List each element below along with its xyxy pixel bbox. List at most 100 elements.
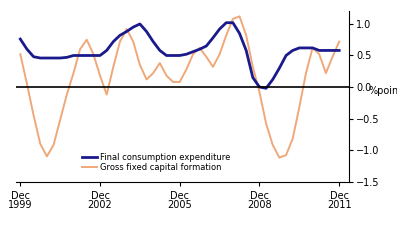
Gross fixed capital formation (38, 142, 42, 145)
Gross fixed capital formation (210, 65, 215, 68)
Gross fixed capital formation (71, 72, 76, 74)
Final consumption expenditure (85, 54, 89, 57)
Final consumption expenditure (171, 54, 175, 57)
Gross fixed capital formation (304, 72, 308, 74)
Gross fixed capital formation (91, 53, 96, 56)
Final consumption expenditure (310, 47, 315, 49)
Final consumption expenditure (184, 53, 189, 56)
Final consumption expenditure (18, 38, 23, 40)
Gross fixed capital formation (144, 78, 149, 81)
Gross fixed capital formation (317, 53, 322, 56)
Final consumption expenditure (197, 48, 202, 51)
Gross fixed capital formation (25, 82, 29, 85)
Gross fixed capital formation (270, 144, 275, 146)
Final consumption expenditure (111, 40, 116, 43)
Gross fixed capital formation (251, 65, 255, 68)
Y-axis label: %point: %point (368, 86, 397, 96)
Gross fixed capital formation (111, 65, 116, 68)
Final consumption expenditure (210, 37, 215, 39)
Gross fixed capital formation (290, 137, 295, 140)
Final consumption expenditure (64, 56, 69, 59)
Gross fixed capital formation (124, 28, 129, 30)
Final consumption expenditure (277, 67, 282, 69)
Final consumption expenditure (244, 49, 249, 52)
Gross fixed capital formation (18, 53, 23, 56)
Gross fixed capital formation (244, 34, 249, 37)
Final consumption expenditure (337, 49, 341, 52)
Final consumption expenditure (270, 78, 275, 81)
Final consumption expenditure (71, 54, 76, 57)
Final consumption expenditure (324, 49, 328, 52)
Gross fixed capital formation (204, 55, 209, 58)
Gross fixed capital formation (104, 93, 109, 96)
Final consumption expenditure (284, 54, 289, 57)
Gross fixed capital formation (231, 17, 235, 20)
Gross fixed capital formation (284, 154, 289, 156)
Gross fixed capital formation (64, 93, 69, 96)
Final consumption expenditure (164, 54, 169, 57)
Gross fixed capital formation (277, 156, 282, 159)
Line: Gross fixed capital formation: Gross fixed capital formation (20, 16, 339, 158)
Final consumption expenditure (177, 54, 182, 57)
Gross fixed capital formation (44, 155, 49, 158)
Gross fixed capital formation (257, 91, 262, 94)
Final consumption expenditure (158, 49, 162, 52)
Gross fixed capital formation (324, 72, 328, 74)
Gross fixed capital formation (31, 114, 36, 117)
Final consumption expenditure (304, 47, 308, 49)
Final consumption expenditure (217, 28, 222, 30)
Final consumption expenditure (257, 86, 262, 88)
Gross fixed capital formation (137, 64, 142, 66)
Final consumption expenditure (51, 57, 56, 59)
Gross fixed capital formation (264, 122, 268, 125)
Final consumption expenditure (290, 49, 295, 52)
Gross fixed capital formation (184, 68, 189, 71)
Gross fixed capital formation (85, 38, 89, 41)
Final consumption expenditure (264, 87, 268, 90)
Final consumption expenditure (231, 21, 235, 24)
Final consumption expenditure (98, 54, 102, 57)
Gross fixed capital formation (197, 47, 202, 49)
Gross fixed capital formation (164, 74, 169, 77)
Gross fixed capital formation (224, 34, 229, 37)
Final consumption expenditure (124, 30, 129, 33)
Final consumption expenditure (44, 57, 49, 59)
Final consumption expenditure (251, 76, 255, 79)
Gross fixed capital formation (177, 81, 182, 83)
Final consumption expenditure (191, 50, 195, 53)
Gross fixed capital formation (297, 106, 302, 109)
Final consumption expenditure (144, 30, 149, 33)
Final consumption expenditure (91, 54, 96, 57)
Gross fixed capital formation (118, 40, 122, 43)
Final consumption expenditure (58, 57, 63, 59)
Final consumption expenditure (330, 49, 335, 52)
Final consumption expenditure (151, 40, 156, 43)
Gross fixed capital formation (98, 74, 102, 77)
Final consumption expenditure (25, 48, 29, 51)
Final consumption expenditure (297, 47, 302, 49)
Final consumption expenditure (237, 32, 242, 35)
Gross fixed capital formation (330, 55, 335, 58)
Gross fixed capital formation (131, 40, 136, 43)
Gross fixed capital formation (237, 15, 242, 18)
Gross fixed capital formation (58, 118, 63, 121)
Gross fixed capital formation (171, 81, 175, 83)
Legend: Final consumption expenditure, Gross fixed capital formation: Final consumption expenditure, Gross fix… (78, 149, 233, 176)
Final consumption expenditure (104, 49, 109, 52)
Gross fixed capital formation (337, 40, 341, 43)
Gross fixed capital formation (217, 53, 222, 56)
Gross fixed capital formation (191, 53, 195, 56)
Final consumption expenditure (204, 45, 209, 47)
Final consumption expenditure (317, 49, 322, 52)
Gross fixed capital formation (151, 72, 156, 74)
Gross fixed capital formation (78, 48, 83, 51)
Final consumption expenditure (31, 55, 36, 58)
Final consumption expenditure (38, 57, 42, 59)
Line: Final consumption expenditure: Final consumption expenditure (20, 23, 339, 88)
Final consumption expenditure (224, 21, 229, 24)
Final consumption expenditure (131, 26, 136, 28)
Final consumption expenditure (118, 34, 122, 37)
Gross fixed capital formation (310, 47, 315, 49)
Gross fixed capital formation (51, 144, 56, 146)
Final consumption expenditure (137, 23, 142, 25)
